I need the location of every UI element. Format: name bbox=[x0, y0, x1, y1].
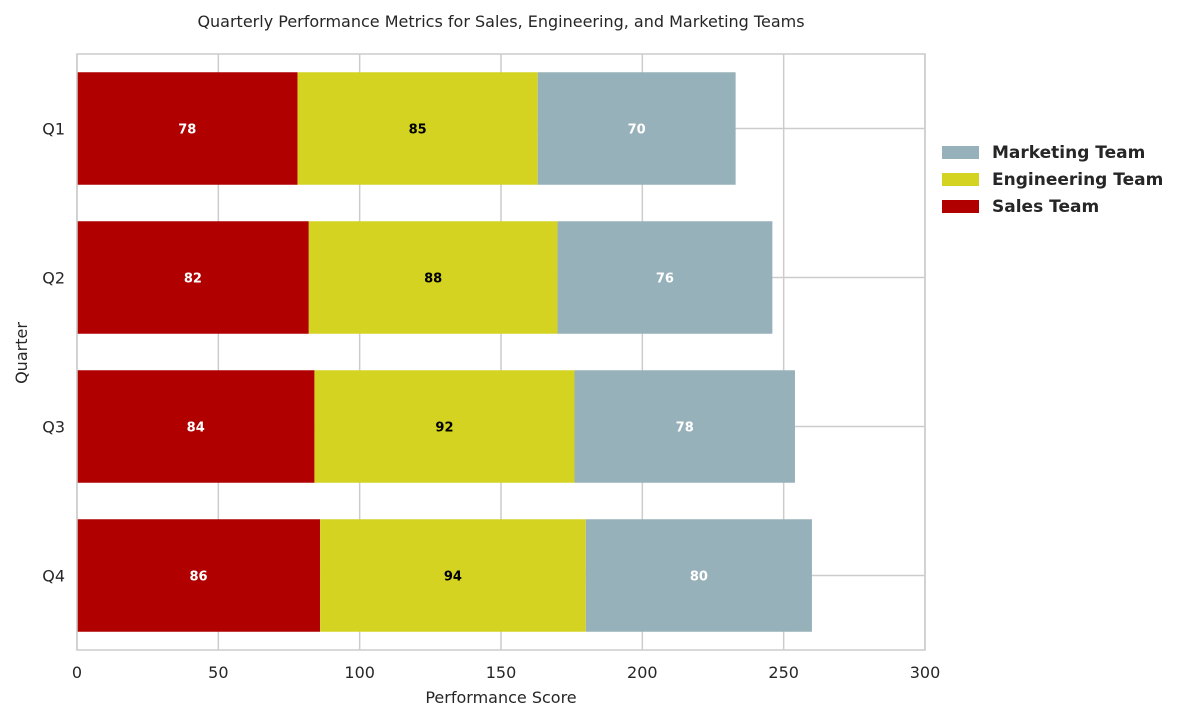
x-tick-label: 200 bbox=[627, 663, 658, 682]
y-tick-label: Q1 bbox=[42, 120, 65, 139]
legend: Marketing Team Engineering Team Sales Team bbox=[942, 143, 1163, 217]
chart-title: Quarterly Performance Metrics for Sales,… bbox=[197, 12, 804, 31]
bar-value-label: 78 bbox=[676, 421, 694, 436]
legend-label: Sales Team bbox=[992, 197, 1099, 217]
bar-value-label: 78 bbox=[178, 123, 196, 138]
bar-value-label: 76 bbox=[656, 272, 674, 287]
x-tick-label: 300 bbox=[910, 663, 941, 682]
bar-segment bbox=[77, 72, 298, 185]
bar-value-label: 92 bbox=[435, 421, 453, 436]
bar-value-label: 80 bbox=[690, 570, 708, 585]
bar-value-label: 88 bbox=[424, 272, 442, 287]
bar-segment bbox=[308, 221, 558, 334]
bar-segment bbox=[537, 72, 736, 185]
x-axis-label: Performance Score bbox=[425, 688, 576, 707]
x-tick-label: 50 bbox=[208, 663, 228, 682]
bar-segment bbox=[557, 221, 773, 334]
bar-segment bbox=[77, 519, 321, 632]
bar-segment bbox=[320, 519, 586, 632]
bar-segment bbox=[574, 370, 795, 483]
bar-segment bbox=[314, 370, 575, 483]
x-tick-label: 0 bbox=[72, 663, 82, 682]
y-tick-label: Q2 bbox=[42, 269, 65, 288]
bar-value-label: 94 bbox=[444, 570, 462, 585]
x-tick-label: 100 bbox=[344, 663, 375, 682]
legend-swatch bbox=[942, 146, 979, 159]
bar-segment bbox=[77, 221, 309, 334]
bar-segment bbox=[585, 519, 812, 632]
bar-value-label: 82 bbox=[184, 272, 202, 287]
bar-value-label: 86 bbox=[189, 570, 207, 585]
bar-value-label: 84 bbox=[187, 421, 205, 436]
y-axis-label: Quarter bbox=[12, 322, 31, 384]
x-tick-label: 150 bbox=[486, 663, 517, 682]
legend-swatch bbox=[942, 173, 979, 186]
x-tick-label: 250 bbox=[768, 663, 799, 682]
plot-frame bbox=[76, 53, 926, 651]
legend-label: Engineering Team bbox=[992, 170, 1163, 190]
bar-segment bbox=[77, 370, 315, 483]
bar-value-label: 70 bbox=[628, 123, 646, 138]
bar-value-label: 85 bbox=[409, 123, 427, 138]
plot-area: 0 50 100 150 200 250 300 Q1 Q2 Q3 Q4 78 85 70 82 88 76 84… bbox=[42, 53, 941, 682]
legend-label: Marketing Team bbox=[992, 143, 1145, 163]
bar-segment bbox=[297, 72, 538, 185]
y-tick-label: Q4 bbox=[42, 567, 65, 586]
y-tick-label: Q3 bbox=[42, 418, 65, 437]
legend-swatch bbox=[942, 200, 979, 213]
